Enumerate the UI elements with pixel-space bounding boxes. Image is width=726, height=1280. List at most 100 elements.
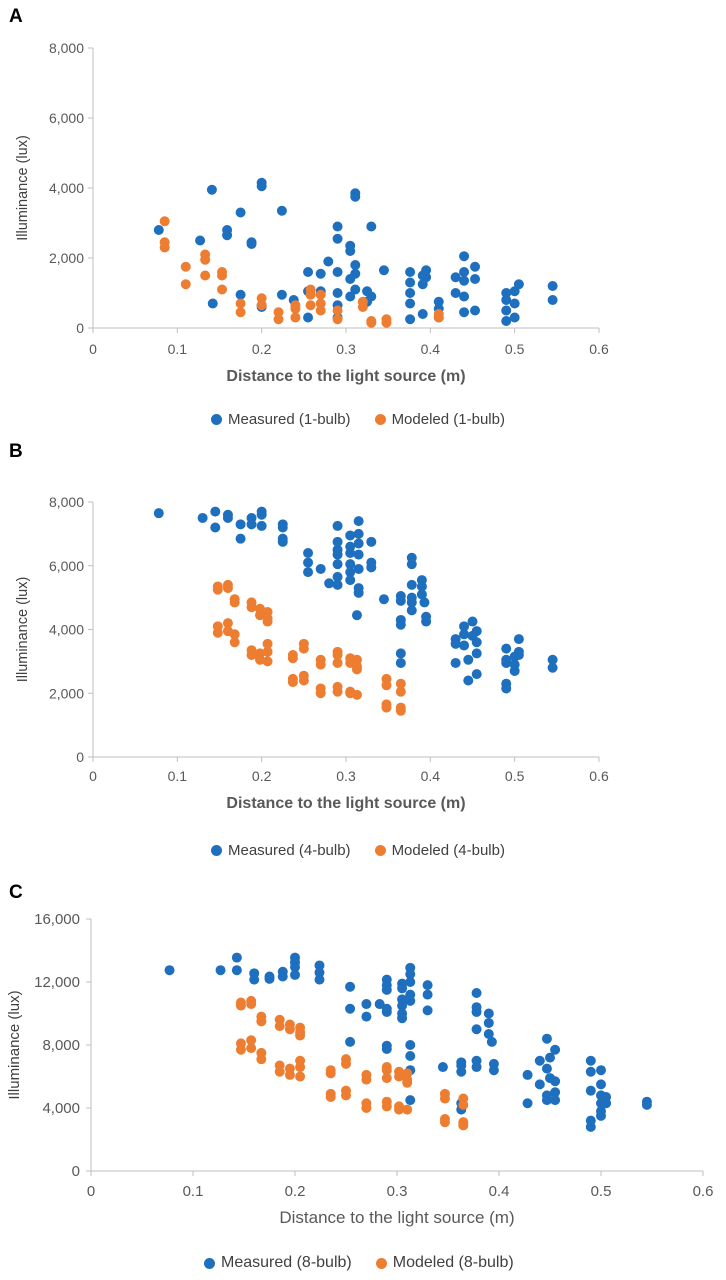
x-tick-label: 0.3 (336, 768, 356, 784)
data-point-modeled (287, 677, 298, 688)
data-point-measured (459, 267, 470, 277)
data-point-modeled (217, 284, 228, 295)
data-point-measured (332, 579, 343, 590)
data-point-modeled (274, 1066, 285, 1077)
data-point-modeled (212, 627, 223, 638)
x-tick-label: 0.1 (168, 768, 188, 784)
data-point-measured (509, 298, 520, 309)
data-point-measured (332, 549, 343, 560)
data-point-modeled (381, 1073, 392, 1084)
data-point-measured (277, 971, 288, 982)
data-point-measured (256, 181, 267, 192)
data-point-measured (501, 657, 512, 668)
data-point-modeled (325, 1091, 336, 1102)
legend-item-modeled: Modeled (4-bulb) (374, 842, 505, 859)
y-tick-label: 12,000 (34, 974, 80, 991)
legend-modeled-marker (374, 414, 386, 425)
data-point-measured (332, 536, 343, 547)
data-point-measured (323, 256, 334, 267)
data-point-measured (405, 277, 416, 288)
panel-label: B (9, 441, 23, 462)
data-point-modeled (256, 300, 267, 311)
data-point-modeled (381, 1101, 392, 1112)
data-point-modeled (290, 312, 301, 323)
data-point-modeled (361, 1103, 372, 1113)
panel-label: A (9, 6, 23, 27)
chart-svg: 0 4,000 8,000 12,000 16,000 0 0.1 0.2 0.3 0.4 0.5 0… (6, 911, 714, 1227)
x-axis-title: Distance to the light source (m) (226, 795, 465, 812)
data-point-measured (207, 298, 218, 309)
x-tick-label: 0.6 (693, 1183, 714, 1200)
data-point-measured (471, 1006, 482, 1017)
x-tick-label: 0.4 (489, 1183, 510, 1200)
data-point-modeled (305, 300, 316, 311)
data-point-measured (332, 520, 343, 531)
chart-svg: 0 2,000 4,000 6,000 8,000 0 0.1 0.2 0.3 0.4 0.5 0.6… (15, 40, 609, 385)
data-point-measured (450, 657, 461, 668)
data-point-modeled (235, 1000, 246, 1011)
data-point-measured (153, 508, 164, 519)
data-point-measured (422, 980, 433, 991)
data-point-measured (353, 516, 364, 527)
data-point-measured (397, 1000, 408, 1011)
x-axis-title: Distance to the light source (m) (226, 368, 465, 385)
data-point-modeled (287, 653, 298, 664)
data-point-measured (290, 962, 300, 973)
data-point-modeled (284, 1069, 295, 1080)
data-point-measured (405, 267, 416, 277)
x-tick-label: 0.5 (505, 768, 525, 784)
data-point-measured (210, 506, 221, 517)
data-point-modeled (235, 298, 246, 309)
data-point-measured (416, 581, 427, 592)
data-point-modeled (229, 629, 240, 640)
data-point-modeled (325, 1068, 336, 1079)
data-point-modeled (262, 646, 273, 657)
data-point-measured (459, 251, 470, 262)
data-point-measured (486, 1036, 497, 1047)
data-point-measured (550, 1076, 561, 1087)
data-point-measured (215, 965, 226, 976)
data-point-measured (235, 289, 246, 300)
data-point-measured (547, 654, 558, 665)
data-point-modeled (315, 289, 326, 300)
data-point-measured (522, 1069, 533, 1080)
data-point-modeled (458, 1099, 469, 1110)
data-point-modeled (180, 261, 191, 272)
data-point-modeled (295, 1071, 306, 1082)
data-point-measured (483, 1017, 494, 1028)
data-point-measured (471, 637, 482, 648)
data-point-modeled (159, 242, 170, 253)
data-point-measured (547, 662, 558, 673)
data-point-measured (405, 298, 416, 309)
data-point-measured (353, 549, 364, 560)
data-point-measured (459, 640, 470, 651)
data-point-modeled (439, 1117, 450, 1128)
data-point-measured (350, 284, 361, 295)
data-point-measured (416, 589, 427, 600)
chart-panel-a: A 0 2,000 4,000 6,000 8,000 0 0.1 0.2 0.3 0.4 0.5 0… (0, 0, 726, 440)
data-point-measured (381, 1006, 392, 1017)
data-point-measured (332, 571, 343, 582)
x-tick-label: 0.6 (589, 341, 609, 357)
data-point-measured (264, 973, 275, 984)
data-point-modeled (458, 1120, 469, 1131)
data-point-modeled (212, 584, 223, 595)
data-point-measured (303, 557, 314, 568)
data-point-measured (483, 1028, 494, 1039)
y-tick-label: 4,000 (49, 622, 84, 638)
data-point-measured (459, 621, 470, 632)
data-point-measured (547, 281, 558, 291)
data-point-measured (470, 274, 481, 284)
data-point-modeled (273, 314, 284, 325)
data-point-measured (459, 275, 470, 286)
data-point-measured (405, 314, 416, 325)
data-point-measured (450, 288, 461, 298)
data-point-modeled (295, 1062, 306, 1073)
data-point-measured (547, 295, 558, 305)
data-point-measured (350, 268, 361, 279)
data-point-measured (585, 1055, 596, 1066)
data-point-modeled (341, 1090, 351, 1101)
data-point-measured (471, 626, 482, 637)
x-tick-label: 0.2 (285, 1183, 306, 1200)
chart-panel-b: B 0 2,000 4,000 6,000 8,000 0 0.1 0.2 0.3 0.4 0.5 0… (0, 440, 726, 880)
